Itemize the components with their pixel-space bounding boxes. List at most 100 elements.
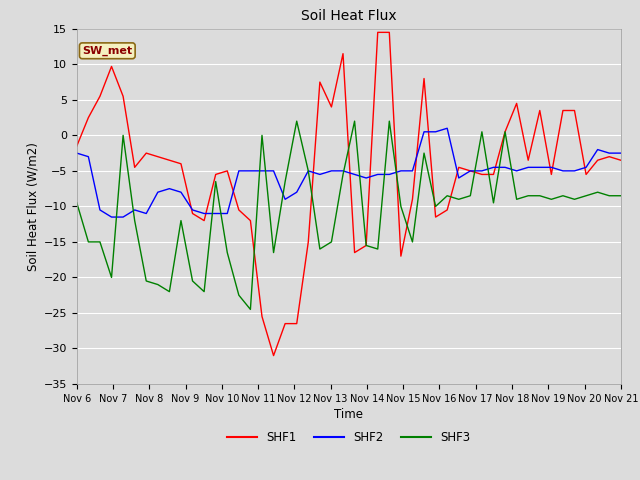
SHF2 <box>362 175 370 181</box>
SHF2 <box>177 189 185 195</box>
SHF3 <box>282 179 289 184</box>
SHF2 <box>316 171 324 177</box>
SHF1 <box>339 51 347 57</box>
SHF3 <box>246 307 254 312</box>
SHF1 <box>73 143 81 149</box>
SHF2 <box>582 165 590 170</box>
SHF1 <box>200 218 208 224</box>
SHF1 <box>269 353 277 359</box>
SHF2 <box>235 168 243 174</box>
SHF3 <box>73 200 81 206</box>
SHF2 <box>547 165 555 170</box>
SHF3 <box>119 132 127 138</box>
Title: Soil Heat Flux: Soil Heat Flux <box>301 10 397 24</box>
SHF3 <box>96 239 104 245</box>
SHF1 <box>293 321 301 326</box>
SHF1 <box>397 253 404 259</box>
Line: SHF1: SHF1 <box>77 32 621 356</box>
SHF2 <box>444 125 451 131</box>
SHF3 <box>571 196 579 202</box>
SHF3 <box>547 196 555 202</box>
SHF1 <box>374 29 381 35</box>
SHF3 <box>223 250 231 255</box>
SHF3 <box>269 250 277 255</box>
SHF3 <box>455 196 463 202</box>
SHF1 <box>362 242 370 248</box>
SHF2 <box>513 168 520 174</box>
SHF2 <box>73 150 81 156</box>
SHF1 <box>212 171 220 177</box>
SHF3 <box>617 193 625 199</box>
SHF2 <box>385 171 393 177</box>
Line: SHF2: SHF2 <box>77 128 621 217</box>
SHF3 <box>143 278 150 284</box>
SHF1 <box>408 196 416 202</box>
SHF1 <box>96 94 104 99</box>
SHF2 <box>559 168 567 174</box>
SHF2 <box>154 189 162 195</box>
SHF1 <box>605 154 613 159</box>
SHF2 <box>223 211 231 216</box>
SHF2 <box>339 168 347 174</box>
SHF3 <box>501 129 509 135</box>
SHF2 <box>478 168 486 174</box>
SHF1 <box>316 79 324 85</box>
SHF2 <box>432 129 440 135</box>
SHF2 <box>374 171 381 177</box>
SHF2 <box>536 165 543 170</box>
SHF3 <box>362 242 370 248</box>
SHF1 <box>524 157 532 163</box>
SHF3 <box>108 275 115 280</box>
SHF2 <box>501 165 509 170</box>
SHF3 <box>408 239 416 245</box>
SHF3 <box>490 200 497 206</box>
SHF1 <box>177 161 185 167</box>
SHF3 <box>258 132 266 138</box>
SHF3 <box>605 193 613 199</box>
SHF3 <box>200 289 208 295</box>
SHF1 <box>143 150 150 156</box>
SHF3 <box>293 118 301 124</box>
Legend: SHF1, SHF2, SHF3: SHF1, SHF2, SHF3 <box>223 427 475 449</box>
SHF3 <box>328 239 335 245</box>
SHF3 <box>305 168 312 174</box>
SHF2 <box>131 207 138 213</box>
SHF3 <box>212 179 220 184</box>
SHF3 <box>524 193 532 199</box>
SHF3 <box>432 204 440 209</box>
SHF3 <box>316 246 324 252</box>
SHF1 <box>154 154 162 159</box>
SHF3 <box>559 193 567 199</box>
SHF2 <box>617 150 625 156</box>
SHF1 <box>351 250 358 255</box>
SHF1 <box>420 76 428 82</box>
SHF2 <box>282 196 289 202</box>
SHF2 <box>143 211 150 216</box>
SHF1 <box>582 171 590 177</box>
SHF3 <box>385 118 393 124</box>
SHF1 <box>223 168 231 174</box>
SHF3 <box>235 292 243 298</box>
SHF1 <box>108 63 115 69</box>
SHF2 <box>328 168 335 174</box>
SHF1 <box>119 94 127 99</box>
SHF2 <box>408 168 416 174</box>
SHF2 <box>524 165 532 170</box>
SHF2 <box>96 207 104 213</box>
SHF2 <box>455 175 463 181</box>
SHF2 <box>258 168 266 174</box>
SHF1 <box>467 168 474 174</box>
X-axis label: Time: Time <box>334 408 364 421</box>
Y-axis label: Soil Heat Flux (W/m2): Soil Heat Flux (W/m2) <box>26 142 40 271</box>
SHF3 <box>339 171 347 177</box>
SHF2 <box>189 207 196 213</box>
SHF1 <box>305 239 312 245</box>
SHF2 <box>397 168 404 174</box>
SHF2 <box>490 165 497 170</box>
SHF3 <box>374 246 381 252</box>
SHF1 <box>444 207 451 213</box>
SHF2 <box>212 211 220 216</box>
SHF1 <box>536 108 543 113</box>
SHF3 <box>467 193 474 199</box>
SHF2 <box>108 214 115 220</box>
